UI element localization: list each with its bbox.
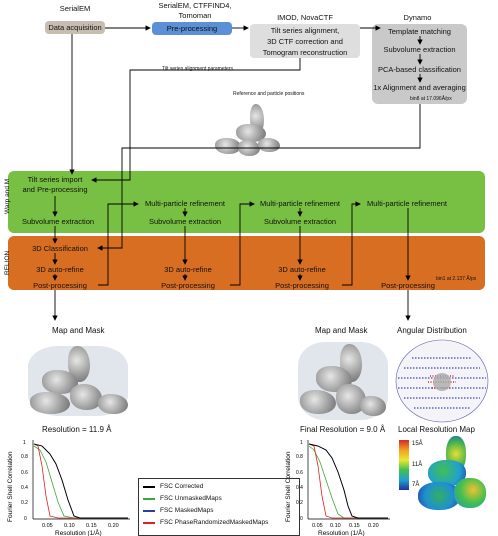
data-acquisition-label: Data acquisition [48, 23, 102, 32]
arrow-post1-to-multi1 [98, 201, 139, 286]
fsc-right-corrected-curve [308, 443, 388, 519]
map-mask-right-title: Map and Mask [315, 326, 368, 335]
angular-distribution-sphere [395, 339, 489, 423]
fsc-left-ytick-1: 1 [23, 440, 26, 446]
fsc-left-ytick-04: 0.4 [21, 485, 28, 491]
autorefine-3: 3D auto-refine [278, 265, 326, 274]
subvolume-3: Subvolume extraction [263, 217, 337, 226]
warp-band [8, 171, 485, 233]
legend-swatch-corrected [143, 486, 155, 489]
subvolume-2: Subvolume extraction [148, 217, 222, 226]
fsc-right-ytick-0: 0 [300, 516, 303, 522]
autorefine-1: 3D auto-refine [36, 265, 84, 274]
fsc-right-ytick-06: 0.6 [296, 470, 303, 476]
fsc-right-phaserand-curve [308, 443, 388, 519]
legend-swatch-masked [143, 510, 155, 513]
map-mask-left-title: Map and Mask [52, 326, 105, 335]
postprocessing-1: Post-processing [33, 281, 87, 290]
legend-label-unmasked: FSC UnmaskedMaps [160, 495, 222, 502]
preprocessing-box: Pre-processing [152, 22, 232, 35]
dynamo-step-template: Template matching [388, 27, 451, 36]
fsc-left-phaserand-curve [33, 443, 128, 519]
tilt-params-label: Tilt series alignment parameters [162, 66, 233, 72]
postprocessing-3: Post-processing [275, 281, 329, 290]
tilt-line-2: 3D CTF correction and [267, 36, 343, 46]
arrow-ref-positions [97, 104, 421, 251]
autorefine-2: 3D auto-refine [164, 265, 212, 274]
arrow-post2-to-multi2 [230, 201, 255, 286]
fsc-left-xlabel: Resolution (1/Å) [55, 528, 102, 536]
fsc-left-xtick-005: 0.05 [42, 523, 53, 529]
relion-bin-label: bin1 at 2.137 Å/px [436, 276, 477, 282]
legend-item-corrected: FSC Corrected [143, 483, 204, 491]
legend-item-unmasked: FSC UnmaskedMaps [143, 495, 222, 503]
arrow-tilt-params [91, 58, 301, 183]
fsc-legend: FSC Corrected FSC UnmaskedMaps FSC Maske… [138, 478, 300, 536]
fsc-left-ytick-08: 0.8 [21, 454, 28, 460]
warp-subvolume-1: Subvolume extraction [21, 217, 95, 226]
tilt-import-line2: and Pre-processing [22, 185, 88, 194]
fsc-left-corrected-curve [33, 443, 128, 519]
final-resolution-right: Final Resolution = 9.0 Å [300, 425, 386, 434]
legend-item-masked: FSC MaskedMaps [143, 507, 214, 515]
multi-refinement-2: Multi-particle refinement [259, 199, 341, 208]
fsc-plot-left: Fourier Shell Correlation 1 0.8 0.6 0.4 … [7, 440, 130, 536]
dynamo-tool-label: Dynamo [403, 13, 432, 22]
fsc-left-ylabel: Fourier Shell Correlation [7, 451, 14, 522]
preproc-tools-line1: SerialEM, CTFFIND4, [158, 1, 232, 10]
fsc-left-ytick-06: 0.6 [21, 470, 28, 476]
classification-label: 3D Classification [32, 244, 88, 253]
reference-positions-label: Reference and particle positions [233, 91, 305, 97]
fsc-left-ytick-02: 0.2 [21, 500, 28, 506]
angular-distribution-title: Angular Distribution [397, 326, 467, 335]
fsc-left-ytick-0: 0 [24, 516, 27, 522]
postprocessing-4: Post-processing [381, 281, 435, 290]
multi-refinement-3: Multi-particle refinement [366, 199, 448, 208]
scale-label-11: 11Å [412, 462, 423, 468]
legend-label-corrected: FSC Corrected [160, 483, 204, 490]
fsc-left-xtick-015: 0.15 [86, 523, 97, 529]
legend-item-phaserand: FSC PhaseRandomizedMaskedMaps [143, 519, 269, 527]
fsc-right-ytick-1: 1 [300, 440, 303, 446]
legend-label-masked: FSC MaskedMaps [160, 507, 214, 514]
fsc-right-xtick-015: 0.15 [349, 523, 360, 529]
dynamo-step-pca: PCA-based classification [378, 65, 461, 74]
fsc-left-xtick-010: 0.10 [64, 523, 75, 529]
tilt-import-line1: Tilt series import [27, 175, 83, 184]
serialem-tool-label: SerialEM [59, 4, 91, 13]
relion-band [8, 236, 485, 290]
fsc-right-ylabel: Fourier Shell Correlation [285, 451, 292, 522]
legend-label-phaserand: FSC PhaseRandomizedMaskedMaps [160, 519, 269, 526]
local-resolution-title: Local Resolution Map [398, 425, 475, 434]
fsc-left-xtick-020: 0.20 [108, 523, 119, 529]
dynamo-step-subvolume: Subvolume extraction [383, 45, 456, 54]
fsc-right-ytick-08: 0.8 [296, 454, 303, 460]
local-resolution-scale [399, 440, 409, 490]
tilt-line-3: Tomogram reconstruction [262, 47, 348, 57]
data-acquisition-box: Data acquisition [45, 21, 105, 34]
preprocessing-label: Pre-processing [166, 24, 218, 33]
legend-swatch-phaserand [143, 522, 155, 525]
fsc-right-xtick-020: 0.20 [368, 523, 379, 529]
scale-label-7: 7Å [412, 482, 420, 488]
tilt-line-1: Tilt series alignment, [270, 25, 340, 35]
fsc-plot-right: Fourier Shell Correlation 1 0.8 0.6 0.4 … [285, 440, 390, 536]
dynamo-bin-label: bin8 at 17.096Å/px [410, 96, 452, 102]
preproc-tools-line2: Tomoman [178, 11, 212, 20]
resolution-left: Resolution = 11.9 Å [42, 425, 112, 434]
fsc-right-xtick-005: 0.05 [312, 523, 323, 529]
legend-swatch-unmasked [143, 498, 155, 501]
imod-tools-label: IMOD, NovaCTF [277, 13, 333, 22]
fsc-right-xlabel: Resolution (1/Å) [318, 528, 365, 536]
scale-label-15: 15Å [412, 441, 423, 447]
arrow-post3-to-multi3 [342, 201, 361, 286]
tomogram-box: Tilt series alignment, 3D CTF correction… [250, 24, 360, 58]
postprocessing-2: Post-processing [161, 281, 215, 290]
dynamo-step-alignment: 1x Alignment and averaging [373, 83, 466, 92]
fsc-right-xtick-010: 0.10 [330, 523, 341, 529]
multi-refinement-1: Multi-particle refinement [144, 199, 226, 208]
